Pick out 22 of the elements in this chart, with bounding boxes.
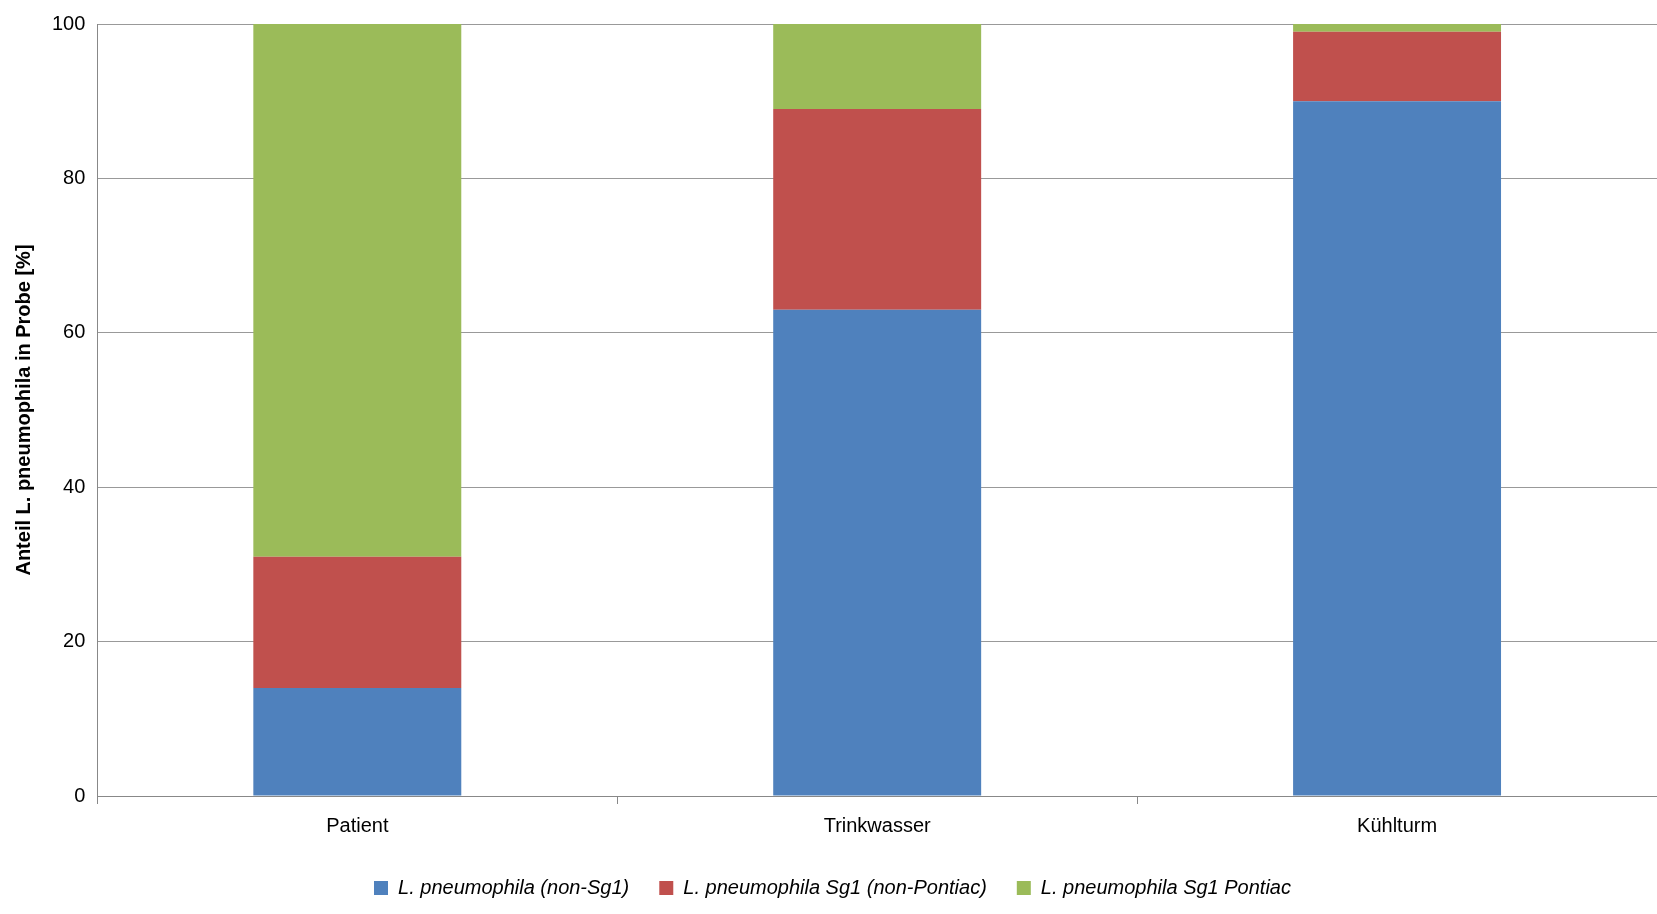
bar xyxy=(253,687,462,796)
y-tick-label: 20 xyxy=(63,629,86,652)
y-tick-label: 40 xyxy=(63,474,86,497)
y-tick-label: 80 xyxy=(63,165,86,188)
bar xyxy=(1293,24,1502,32)
y-tick-label: 0 xyxy=(74,783,86,806)
bar xyxy=(773,108,982,310)
bar xyxy=(773,309,982,796)
bar xyxy=(1293,101,1502,796)
legend-label: L. pneumophila Sg1 Pontiac xyxy=(1040,875,1291,898)
bar xyxy=(253,556,462,688)
x-tick-label: Trinkwasser xyxy=(823,813,932,836)
bar xyxy=(1293,31,1502,102)
legend-label: L. pneumophila (non-Sg1) xyxy=(398,875,630,898)
legend-label: L. pneumophila Sg1 (non-Pontiac) xyxy=(683,875,987,898)
y-tick-label: 60 xyxy=(63,320,86,343)
bar xyxy=(253,24,462,557)
bar xyxy=(773,24,982,109)
y-tick-label: 100 xyxy=(51,11,86,34)
x-tick-label: Kühlturm xyxy=(1357,813,1438,836)
x-tick-label: Patient xyxy=(326,813,389,836)
y-axis-title: Anteil L. pneumophila in Probe [%] xyxy=(11,244,34,576)
